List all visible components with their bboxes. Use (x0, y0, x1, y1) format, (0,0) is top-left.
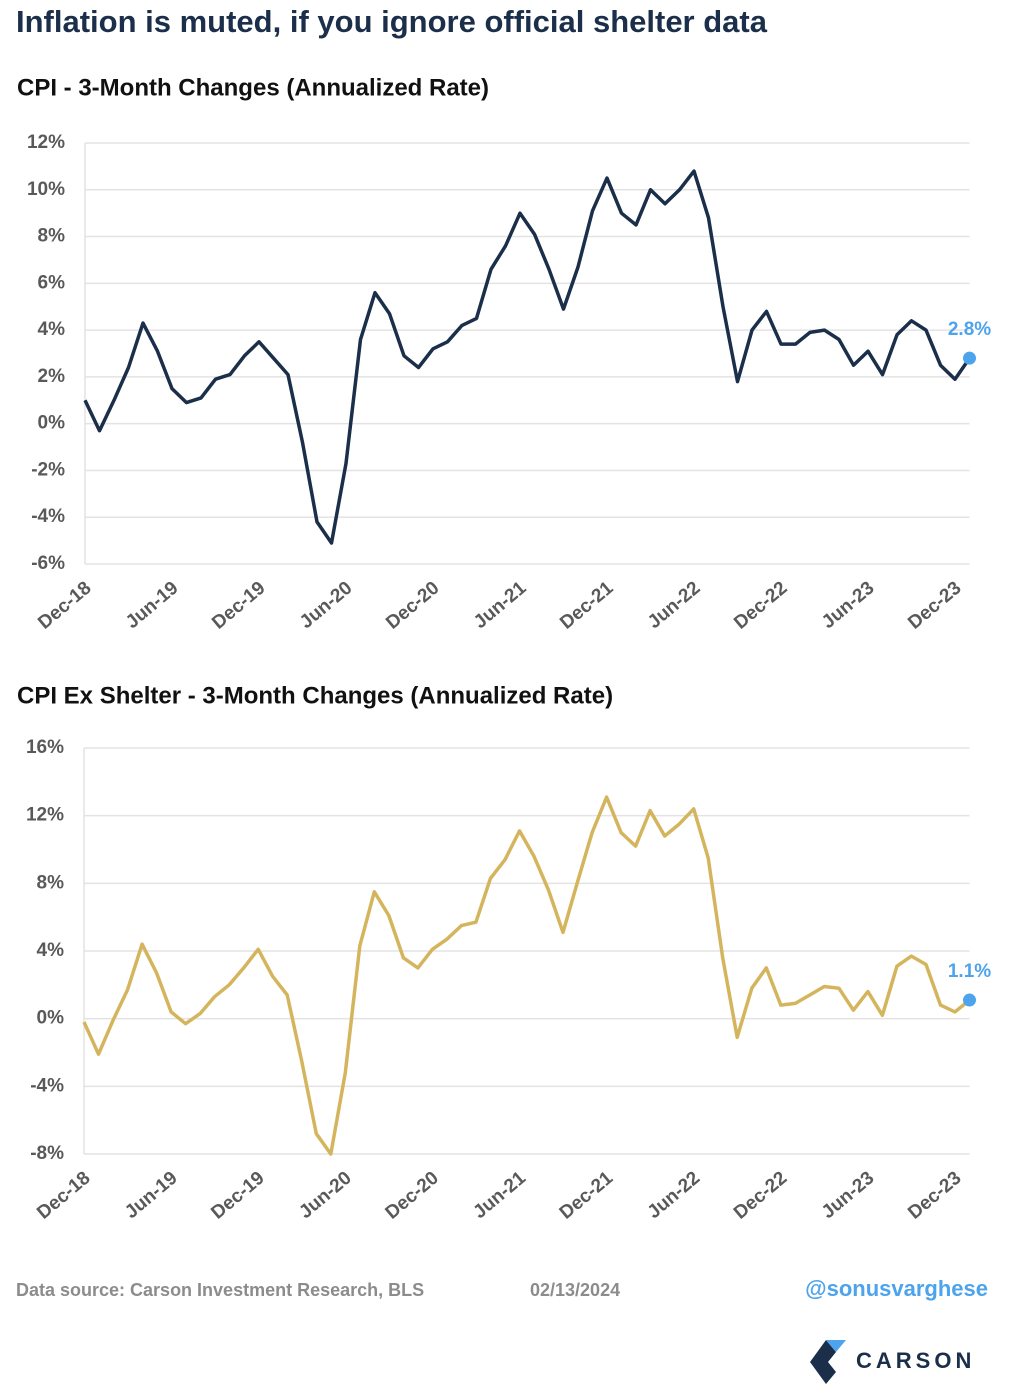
x-tick-label: Jun-19 (121, 1168, 181, 1223)
end-marker (963, 351, 976, 365)
y-tick-label: -8% (30, 1143, 64, 1164)
logo-mark (810, 1340, 836, 1384)
y-tick-label: 4% (38, 319, 66, 340)
series-line (82, 795, 971, 1156)
x-tick-label: Jun-22 (644, 1168, 704, 1223)
x-tick-label: Jun-19 (122, 578, 182, 633)
series-line (83, 169, 971, 545)
source-note: Data source: Carson Investment Research,… (16, 1280, 424, 1300)
y-tick-label: 16% (26, 737, 64, 758)
value-label: 2.8% (948, 319, 991, 340)
y-tick-label: 12% (26, 805, 64, 826)
page-title: Inflation is muted, if you ignore offici… (16, 4, 768, 39)
x-tick-label: Dec-19 (207, 1168, 268, 1224)
x-tick-label: Dec-20 (382, 1168, 443, 1224)
y-tick-label: 6% (38, 272, 66, 293)
x-tick-label: Jun-21 (470, 577, 531, 633)
x-tick-label: Dec-19 (208, 578, 269, 634)
x-tick-label: Jun-23 (818, 1168, 878, 1223)
x-tick-label: Jun-22 (644, 578, 704, 633)
x-tick-label: Dec-23 (904, 1168, 965, 1224)
handle: @sonusvarghese (805, 1276, 988, 1301)
x-tick-label: Dec-20 (382, 578, 443, 634)
x-tick-label: Dec-21 (556, 1167, 618, 1223)
y-tick-label: 0% (38, 413, 66, 434)
y-tick-label: -4% (30, 1075, 64, 1096)
date-note: 02/13/2024 (530, 1280, 620, 1300)
x-tick-label: Jun-21 (470, 1167, 531, 1223)
y-tick-label: 12% (27, 132, 65, 153)
x-tick-label: Dec-22 (730, 578, 791, 634)
y-tick-label: 8% (38, 226, 66, 247)
y-tick-label: -2% (31, 459, 65, 480)
x-tick-label: Dec-21 (556, 577, 618, 633)
x-tick-label: Dec-18 (34, 578, 95, 634)
chart-title: CPI Ex Shelter - 3-Month Changes (Annual… (17, 682, 613, 709)
x-tick-label: Dec-22 (730, 1168, 791, 1224)
y-tick-label: 10% (27, 179, 65, 200)
x-tick-label: Jun-23 (818, 578, 878, 633)
x-tick-label: Dec-23 (904, 578, 965, 634)
y-tick-label: -6% (31, 553, 65, 574)
logo: CARSON (810, 1340, 975, 1384)
x-tick-label: Jun-20 (295, 1168, 355, 1223)
brand: CARSON (856, 1348, 975, 1373)
chart-title: CPI - 3-Month Changes (Annualized Rate) (17, 74, 489, 101)
x-tick-label: Dec-18 (33, 1168, 94, 1224)
y-tick-label: 0% (37, 1008, 65, 1029)
y-tick-label: 8% (37, 872, 65, 893)
y-tick-label: 2% (38, 366, 66, 387)
y-tick-label: 4% (37, 940, 65, 961)
logo-mark (826, 1340, 846, 1352)
value-label: 1.1% (948, 961, 991, 982)
y-tick-label: -4% (31, 506, 65, 527)
x-tick-label: Jun-20 (296, 578, 356, 633)
end-marker (963, 993, 976, 1007)
